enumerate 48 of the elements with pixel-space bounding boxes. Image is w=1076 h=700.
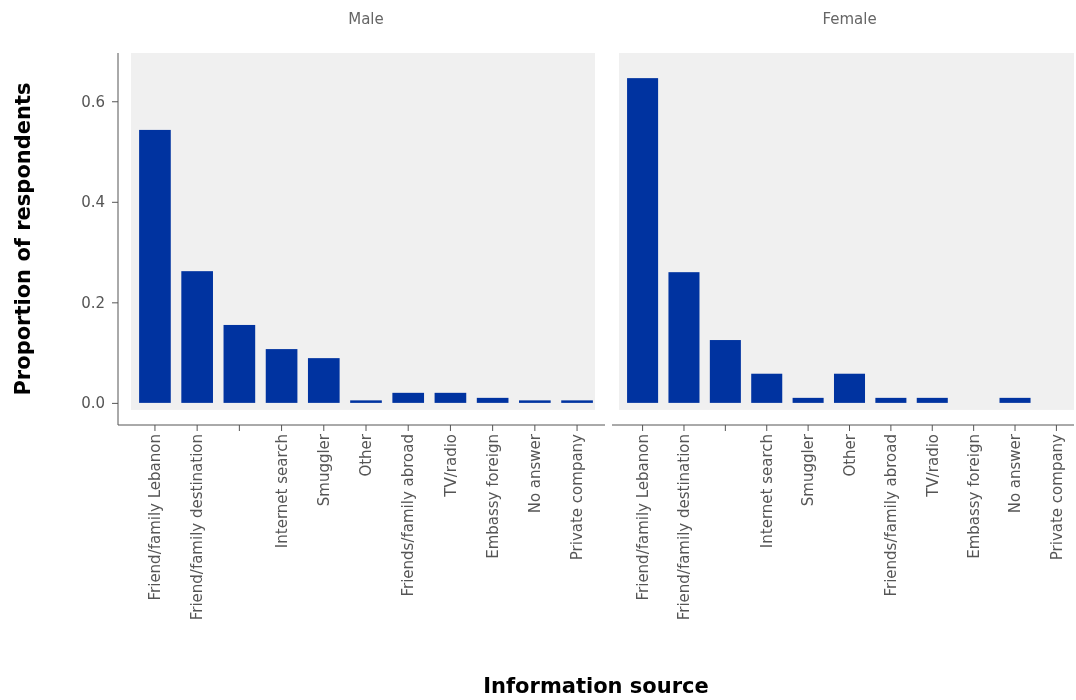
bar bbox=[350, 400, 382, 403]
x-tick-label: Smuggler bbox=[315, 433, 334, 507]
x-tick-label: Internet search bbox=[272, 434, 291, 549]
x-tick-label: Friend/family Lebanon bbox=[633, 434, 652, 601]
x-tick-label: Smuggler bbox=[799, 433, 818, 507]
x-tick-label: Friend/family destination bbox=[675, 434, 694, 621]
bar bbox=[307, 358, 340, 403]
bar bbox=[181, 271, 213, 403]
bar bbox=[392, 392, 425, 403]
bar bbox=[434, 392, 467, 403]
bar bbox=[139, 129, 171, 403]
bar bbox=[265, 349, 298, 403]
bar bbox=[751, 373, 783, 403]
y-tick-label: 0.0 bbox=[81, 394, 105, 413]
bar bbox=[916, 397, 948, 403]
chart-title: Female bbox=[822, 10, 877, 28]
bar bbox=[833, 373, 866, 403]
bar bbox=[668, 272, 700, 403]
x-tick-label: Friends/family abroad bbox=[882, 434, 901, 597]
y-axis-title: Proportion of respondents bbox=[11, 82, 35, 396]
bar bbox=[627, 78, 659, 403]
y-tick-label: 0.2 bbox=[81, 293, 105, 312]
x-tick-label: Internet search bbox=[757, 434, 776, 549]
x-tick-label: Other bbox=[840, 433, 859, 477]
y-tick-label: 0.6 bbox=[81, 92, 105, 111]
bar bbox=[999, 397, 1031, 403]
bar bbox=[519, 400, 551, 403]
x-tick-label: Private company bbox=[1047, 433, 1066, 561]
bar bbox=[223, 324, 256, 403]
bar bbox=[561, 400, 593, 403]
bar bbox=[875, 397, 907, 403]
x-tick-label: No answer bbox=[526, 433, 545, 514]
x-tick-label: Other bbox=[357, 433, 376, 477]
chart-title: Male bbox=[348, 10, 384, 28]
x-tick-label: Friend/family destination bbox=[188, 434, 207, 621]
x-axis-title: Information source bbox=[483, 674, 709, 698]
bar bbox=[709, 340, 741, 403]
x-tick-label: No answer bbox=[1006, 433, 1025, 514]
x-tick-label: Embassy foreign bbox=[964, 434, 983, 559]
x-tick-label: Friend/family Lebanon bbox=[146, 434, 165, 601]
x-tick-label: Private company bbox=[568, 433, 587, 561]
y-tick-label: 0.4 bbox=[81, 193, 105, 212]
x-tick-label: TV/radio bbox=[441, 434, 460, 498]
x-tick-label: TV/radio bbox=[923, 434, 942, 498]
x-tick-label: Embassy foreign bbox=[483, 434, 502, 559]
bar bbox=[792, 397, 824, 403]
x-tick-label: Friends/family abroad bbox=[399, 434, 418, 597]
bar bbox=[476, 397, 509, 403]
